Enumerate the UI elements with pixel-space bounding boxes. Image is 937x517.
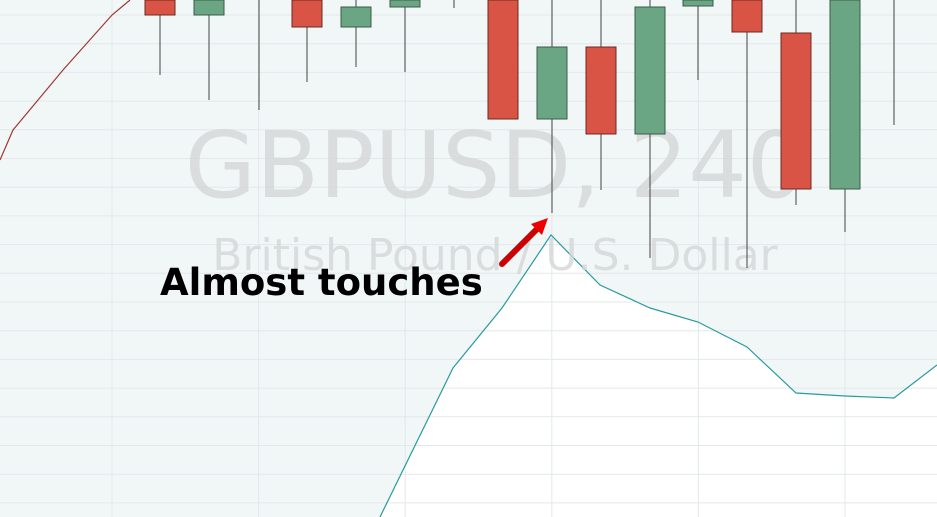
watermark-description: British Pound / U.S. Dollar: [212, 230, 778, 281]
candle-body: [731, 0, 763, 33]
candle-body: [291, 0, 323, 28]
annotation-text: Almost touches: [160, 261, 483, 304]
candle-body: [829, 0, 861, 190]
watermark-symbol: GBPUSD, 240: [185, 112, 806, 219]
candle-body: [585, 46, 617, 135]
annotation-arrow: [499, 218, 548, 267]
candle-body: [780, 32, 812, 190]
candle-body: [340, 6, 372, 28]
candle-body: [144, 0, 176, 16]
candle-body: [682, 0, 714, 7]
candle-body: [536, 46, 568, 120]
candle-body: [634, 6, 666, 135]
candle-body: [487, 0, 519, 120]
lower-line: [379, 234, 937, 517]
upper-line: [0, 0, 131, 161]
candle-body: [389, 0, 421, 8]
candles: [144, 0, 895, 268]
candle-body: [193, 0, 225, 16]
